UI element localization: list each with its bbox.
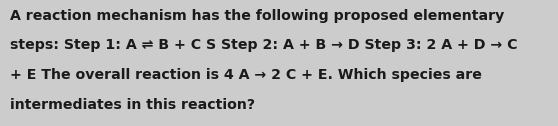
Text: steps: Step 1: A ⇌ B + C S Step 2: A + B → D Step 3: 2 A + D → C: steps: Step 1: A ⇌ B + C S Step 2: A + B… <box>10 38 517 52</box>
Text: intermediates in this reaction?: intermediates in this reaction? <box>10 98 255 112</box>
Text: + E The overall reaction is 4 A → 2 C + E. Which species are: + E The overall reaction is 4 A → 2 C + … <box>10 68 482 82</box>
Text: A reaction mechanism has the following proposed elementary: A reaction mechanism has the following p… <box>10 9 504 23</box>
